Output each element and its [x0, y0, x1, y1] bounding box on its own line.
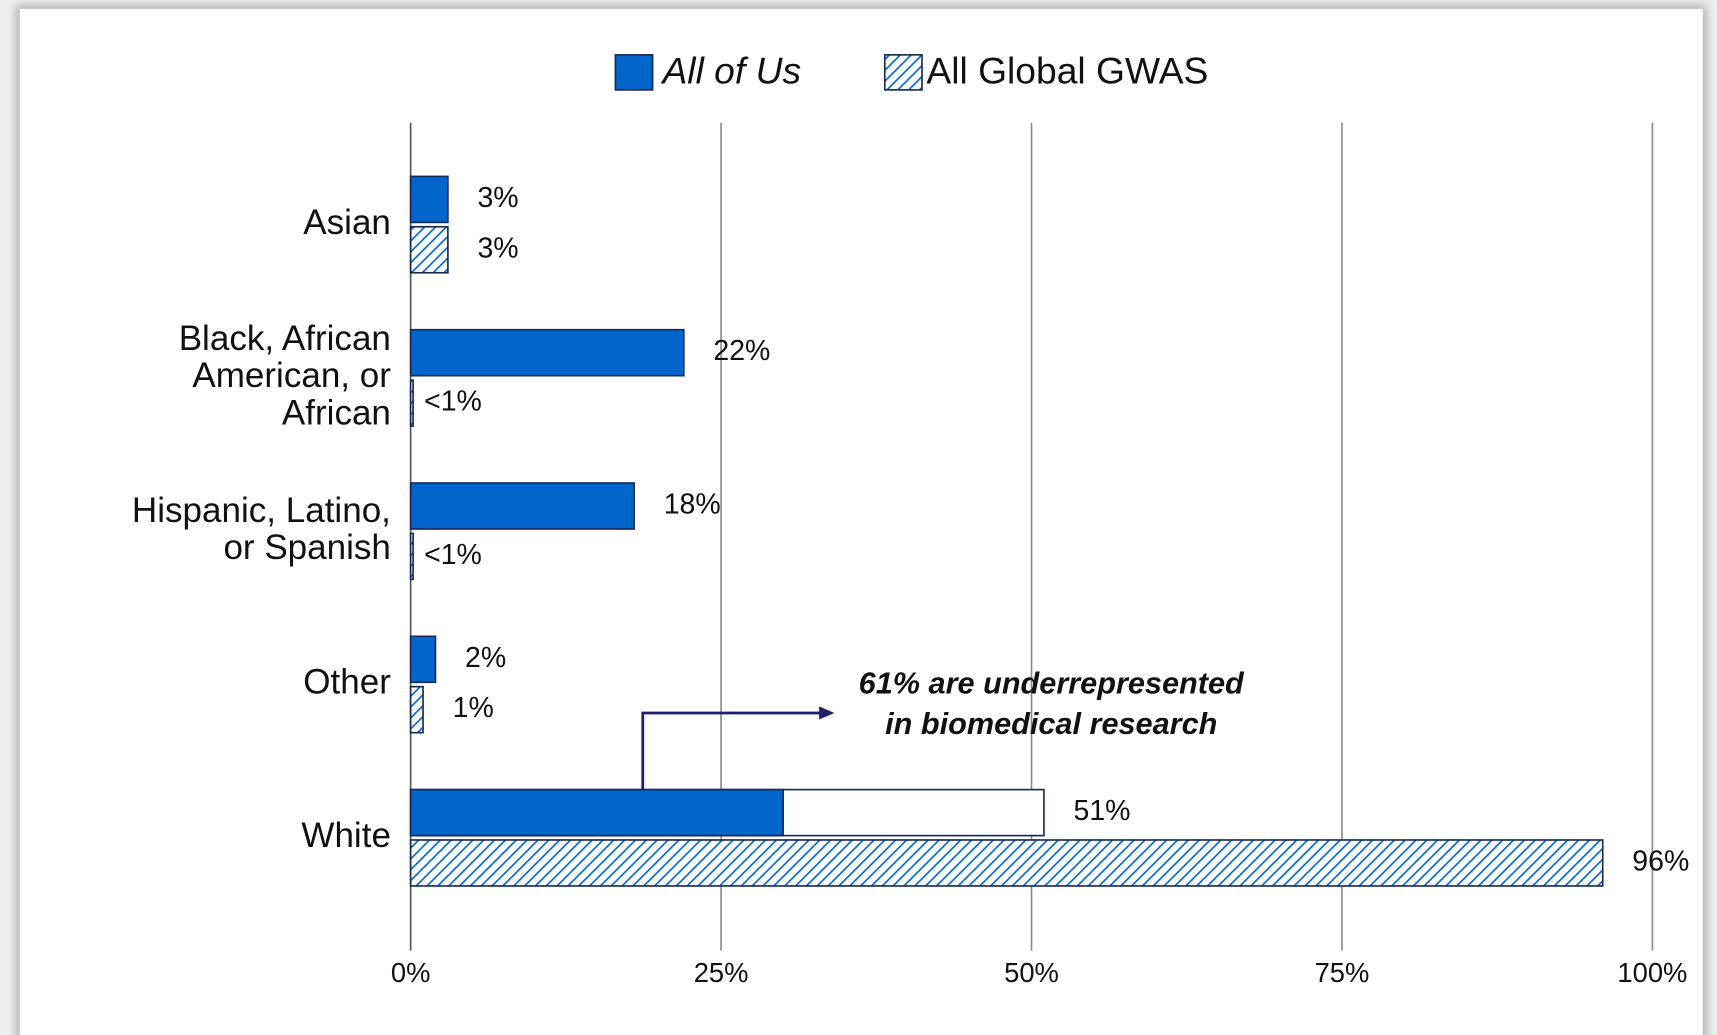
x-tick-label: 0%	[391, 957, 431, 988]
annotation: 61% are underrepresented	[859, 667, 1245, 701]
bar	[409, 175, 449, 224]
annotation-arrow	[641, 711, 824, 790]
value-label: <1%	[424, 386, 482, 418]
legend-swatch	[614, 54, 654, 91]
value-label: 2%	[465, 642, 506, 674]
y-tick-label: White	[301, 816, 391, 855]
value-label: 22%	[713, 335, 770, 367]
x-tick-label: 75%	[1315, 957, 1370, 988]
y-tick-label: American, or	[192, 356, 391, 395]
y-tick-label: or Spanish	[223, 528, 390, 567]
annotation: in biomedical research	[885, 707, 1217, 741]
legend-swatch	[883, 54, 923, 91]
bar	[409, 685, 424, 734]
value-label: 18%	[664, 489, 721, 521]
annotation-arrowhead	[819, 706, 835, 720]
bar	[409, 225, 449, 274]
value-label: <1%	[424, 539, 482, 571]
x-tick-label: 50%	[1004, 957, 1059, 988]
value-label: 3%	[477, 182, 518, 214]
value-label: 1%	[453, 692, 494, 724]
x-tick-label: 100%	[1617, 957, 1687, 988]
y-tick-label: Hispanic, Latino,	[132, 491, 391, 530]
y-tick-label: Asian	[303, 203, 391, 242]
underrepresented-bar	[409, 788, 784, 837]
y-tick-label: Other	[303, 663, 391, 702]
y-tick-label: African	[282, 393, 391, 432]
bar	[409, 635, 437, 684]
legend-label: All of Us	[660, 49, 801, 91]
y-tick-label: Black, African	[179, 319, 391, 358]
x-tick-label: 25%	[694, 957, 749, 988]
bar	[409, 328, 685, 377]
value-label: 51%	[1073, 795, 1130, 827]
value-label: 3%	[477, 232, 518, 264]
bar	[409, 482, 635, 530]
legend-label: All Global GWAS	[926, 49, 1208, 91]
bar	[409, 379, 414, 427]
value-label: 96%	[1632, 845, 1689, 877]
bar	[409, 839, 1604, 887]
bar	[409, 532, 414, 581]
